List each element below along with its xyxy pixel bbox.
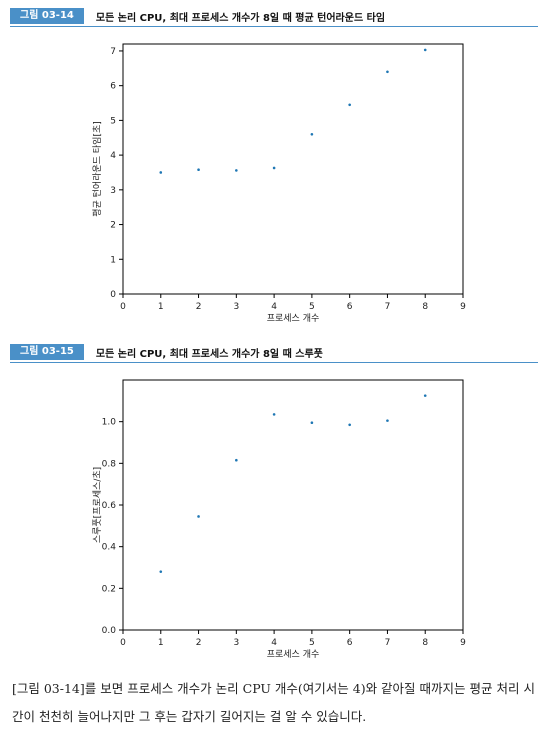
x-tick-label: 0 — [120, 638, 126, 648]
data-point — [386, 419, 389, 422]
y-tick-label: 5 — [110, 116, 116, 126]
x-tick-label: 5 — [309, 638, 315, 648]
figure-rule-2 — [10, 362, 538, 363]
figure-header-1: 그림 03-14 모든 논리 CPU, 최대 프로세스 개수가 8일 때 평균 … — [10, 8, 385, 24]
x-tick-label: 6 — [347, 302, 353, 312]
data-point — [272, 166, 276, 170]
chart-throughput: 0 1 2 3 4 5 6 7 8 9 0.0 0.2 0.4 0.6 0.8 1.0 프로세스 개수 스루풋[프… — [92, 379, 466, 660]
chart-turnaround: 0 1 2 3 4 5 6 7 8 9 0 1 2 3 4 5 6 7 프로세스 개수 평균 턴어라운드 타임[초] — [91, 43, 466, 324]
y-tick-label: 0.8 — [102, 459, 117, 469]
data-point — [386, 70, 389, 74]
data-point — [159, 171, 163, 174]
x-tick-label: 1 — [158, 638, 164, 648]
figure-title-1: 모든 논리 CPU, 최대 프로세스 개수가 8일 때 평균 턴어라운드 타임 — [95, 12, 386, 24]
data-point — [310, 421, 314, 425]
data-point — [159, 570, 163, 573]
data-point — [423, 48, 427, 52]
y-tick-label: 0.2 — [102, 584, 116, 594]
x-tick-label: 3 — [233, 302, 239, 312]
figure-title-2: 모든 논리 CPU, 최대 프로세스 개수가 8일 때 스루풋 — [95, 348, 323, 360]
figure-rule-1 — [10, 26, 538, 27]
x-tick-label: 2 — [196, 302, 202, 312]
x-tick-label: 9 — [460, 638, 466, 648]
y-tick-label: 3 — [110, 186, 116, 196]
x-tick-label: 8 — [422, 638, 428, 648]
y-tick-label: 4 — [110, 151, 116, 161]
data-point — [235, 458, 238, 462]
data-point — [272, 413, 276, 416]
x-tick-label: 1 — [158, 302, 164, 312]
data-point — [348, 103, 351, 107]
figure-header-2: 그림 03-15 모든 논리 CPU, 최대 프로세스 개수가 8일 때 스루풋 — [10, 344, 323, 360]
x-tick-label: 2 — [196, 638, 202, 648]
body-paragraph: [그림 03-14]를 보면 프로세스 개수가 논리 CPU 개수(여기서는 4… — [12, 681, 535, 724]
x-tick-label: 7 — [385, 638, 391, 648]
x-tick-label: 5 — [309, 302, 315, 312]
data-point — [423, 394, 427, 397]
data-point — [197, 515, 200, 518]
y-axis-label: 평균 턴어라운드 타임[초] — [91, 121, 103, 217]
y-tick-label: 0.6 — [102, 501, 117, 511]
figure-badge-2: 그림 03-15 — [10, 344, 84, 360]
x-axis-label: 프로세스 개수 — [267, 649, 320, 660]
plot-frame — [122, 379, 464, 631]
x-axis-label: 프로세스 개수 — [267, 313, 320, 324]
x-tick-label: 8 — [422, 302, 428, 312]
x-tick-label: 6 — [347, 638, 353, 648]
x-tick-label: 0 — [120, 302, 126, 312]
y-tick-label: 1 — [110, 255, 116, 265]
y-tick-label: 1.0 — [102, 418, 117, 428]
data-point — [310, 132, 314, 136]
y-tick-label: 2 — [110, 221, 116, 231]
plot-frame — [122, 43, 464, 295]
y-tick-label: 0.0 — [102, 626, 117, 636]
data-point — [197, 168, 200, 171]
data-point — [348, 423, 351, 427]
y-tick-label: 0.4 — [102, 543, 117, 553]
y-axis-label: 스루풋[프로세스/초] — [92, 467, 103, 543]
x-tick-label: 4 — [271, 638, 277, 648]
x-tick-label: 7 — [385, 302, 391, 312]
figure-badge-1: 그림 03-14 — [10, 8, 84, 24]
y-tick-label: 0 — [110, 290, 116, 300]
y-tick-label: 6 — [110, 82, 116, 92]
x-tick-label: 9 — [460, 302, 466, 312]
x-tick-label: 4 — [271, 302, 277, 312]
x-tick-label: 3 — [233, 638, 239, 648]
y-tick-label: 7 — [110, 47, 116, 57]
data-point — [235, 169, 238, 172]
